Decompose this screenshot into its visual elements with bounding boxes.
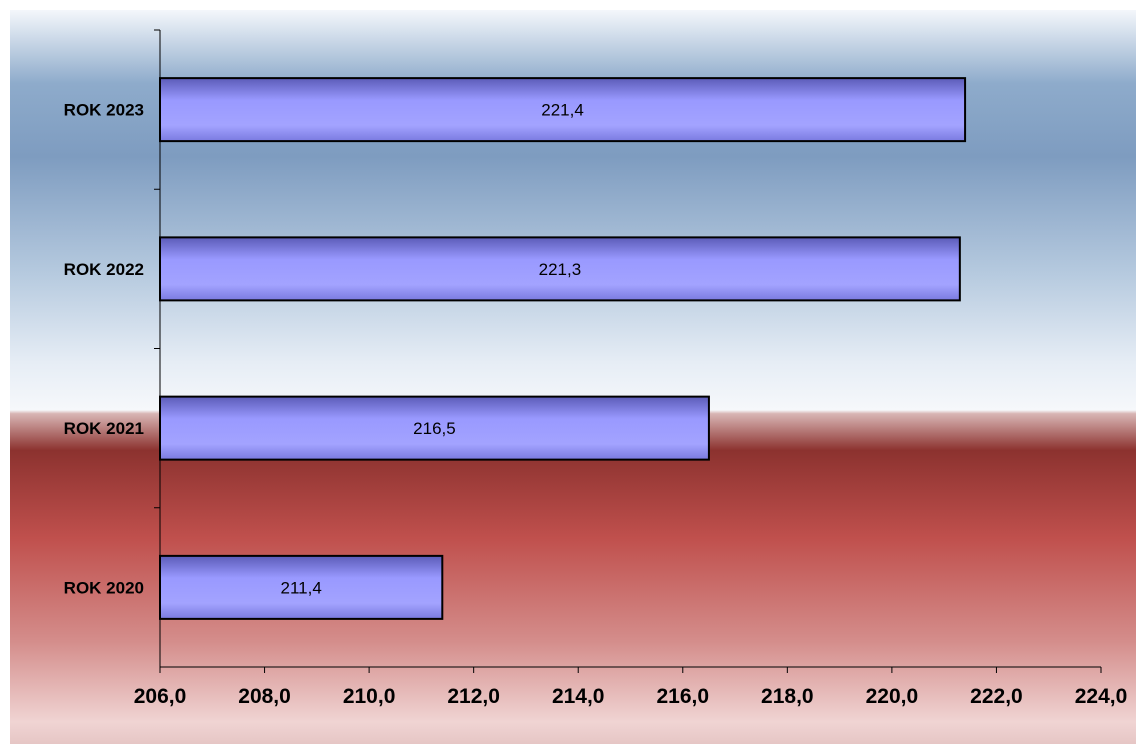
category-label: ROK 2023 xyxy=(64,101,144,120)
x-tick-label: 224,0 xyxy=(1075,685,1128,708)
data-label: 216,5 xyxy=(413,419,456,438)
data-label: 211,4 xyxy=(281,578,322,597)
x-tick-label: 216,0 xyxy=(656,685,709,708)
bars-layer xyxy=(159,77,967,620)
category-label: ROK 2020 xyxy=(64,578,144,597)
data-label: 221,3 xyxy=(539,260,582,279)
axis-layer xyxy=(154,29,1102,673)
bar-rok-2020 xyxy=(159,554,444,620)
category-label: ROK 2022 xyxy=(64,260,144,279)
data-label: 221,4 xyxy=(541,101,584,120)
x-tick-label: 208,0 xyxy=(238,685,291,708)
x-tick-label: 214,0 xyxy=(552,685,605,708)
x-tick-label: 210,0 xyxy=(343,685,396,708)
category-label: ROK 2021 xyxy=(64,419,144,438)
bar-rok-2021 xyxy=(159,395,710,461)
x-tick-label: 220,0 xyxy=(866,685,919,708)
x-tick-label: 218,0 xyxy=(761,685,814,708)
labels-layer: 221,4 ROK 2023 221,3 ROK 2022 216,5 ROK 2021 2… xyxy=(64,101,1128,708)
x-tick-label: 222,0 xyxy=(970,685,1023,708)
x-tick-label: 212,0 xyxy=(447,685,500,708)
bar-rok-2023 xyxy=(159,77,967,143)
x-tick-label: 206,0 xyxy=(134,685,187,708)
